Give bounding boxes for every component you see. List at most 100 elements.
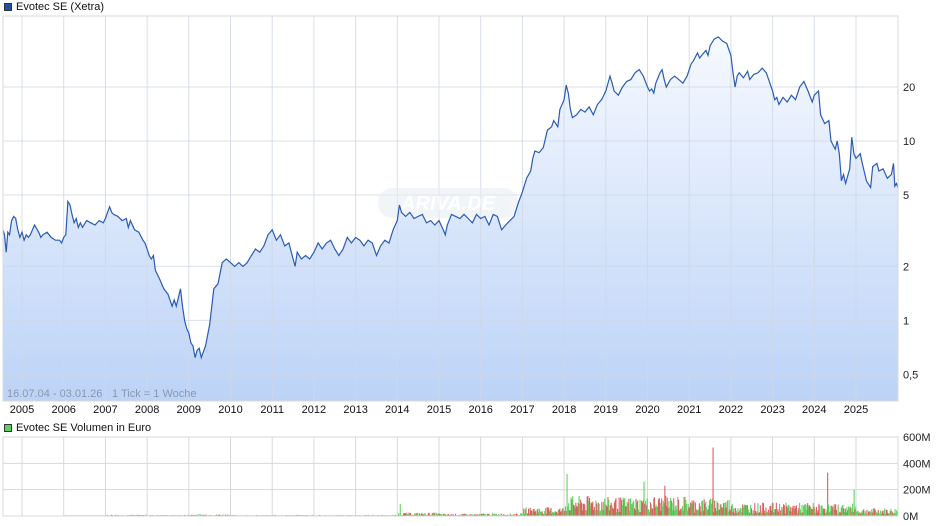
volume-bar: [420, 513, 422, 516]
volume-bar: [398, 514, 400, 516]
volume-bar: [533, 509, 535, 516]
volume-bar: [699, 506, 701, 516]
volume-bar: [720, 503, 722, 516]
volume-bar: [589, 506, 591, 516]
volume-bar: [814, 508, 816, 516]
volume-bar: [469, 514, 471, 516]
volume-bar: [856, 511, 858, 516]
volume-bar: [634, 510, 636, 516]
volume-bar: [526, 514, 528, 516]
volume-bar: [488, 513, 490, 516]
volume-bar: [872, 508, 874, 516]
volume-bar: [833, 509, 835, 516]
volume-bar: [447, 514, 449, 516]
volume-bar: [820, 505, 822, 516]
volume-bar: [555, 511, 557, 516]
volume-bar: [427, 513, 429, 516]
volume-bar: [540, 511, 542, 516]
volume-bar: [671, 502, 673, 516]
volume-bar: [795, 508, 797, 516]
watermark: ARIVA.DE: [378, 188, 518, 218]
volume-bar: [657, 506, 659, 516]
volume-bar: [805, 505, 807, 516]
x-tick-label: 2019: [594, 404, 618, 416]
volume-bar: [411, 514, 413, 516]
volume-bar: [759, 505, 761, 516]
volume-bar: [535, 510, 537, 516]
volume-bar: [678, 510, 680, 516]
volume-bar: [475, 514, 477, 516]
volume-bar: [580, 499, 582, 516]
volume-bar: [817, 510, 819, 516]
volume-bar: [493, 514, 495, 516]
volume-bar: [640, 512, 642, 516]
volume-bar: [560, 511, 562, 516]
volume-bar: [829, 505, 831, 516]
volume-bar: [714, 508, 716, 516]
volume-bar: [722, 503, 724, 516]
volume-bar: [495, 514, 497, 516]
volume-bar: [723, 502, 725, 516]
volume-bar: [675, 505, 677, 516]
volume-bar: [509, 513, 511, 516]
volume-bar: [587, 496, 589, 516]
volume-bar: [686, 504, 688, 516]
volume-bar: [855, 506, 857, 516]
volume-bar: [837, 504, 839, 516]
volume-bar: [588, 500, 590, 516]
volume-bar: [721, 507, 723, 516]
volume-bar: [815, 512, 817, 516]
y-tick-label: 1: [903, 315, 909, 327]
volume-bar: [782, 509, 784, 516]
volume-bar: [862, 510, 864, 516]
volume-bar: [614, 500, 616, 516]
volume-bar: [707, 509, 709, 516]
price-line: [2, 36, 899, 360]
volume-bar: [872, 512, 874, 516]
volume-bar: [787, 504, 789, 516]
volume-bar: [573, 505, 575, 516]
volume-bar: [755, 512, 757, 516]
volume-bar: [556, 512, 558, 516]
volume-bar: [200, 514, 202, 516]
volume-bar: [846, 507, 848, 516]
volume-bar: [778, 511, 780, 516]
volume-bar: [881, 511, 883, 516]
volume-bar: [734, 513, 736, 516]
volume-bar: [478, 514, 480, 516]
volume-bar: [523, 508, 525, 516]
volume-bar: [139, 514, 141, 516]
volume-bar: [838, 513, 840, 516]
volume-bar: [836, 509, 838, 516]
volume-bar: [645, 501, 647, 516]
volume-bar: [403, 513, 405, 516]
volume-bar: [461, 514, 463, 516]
volume-bar: [626, 501, 628, 516]
volume-bar: [669, 507, 671, 516]
tick-interval-label: 1 Tick = 1 Woche: [112, 388, 196, 400]
volume-bar: [661, 498, 663, 516]
volume-bar: [717, 503, 719, 516]
volume-bar: [695, 509, 697, 516]
volume-bar: [650, 504, 652, 516]
volume-bar: [810, 507, 812, 516]
volume-bar: [686, 510, 688, 516]
volume-bar: [605, 505, 607, 516]
volume-bar: [757, 503, 759, 516]
volume-bar: [880, 510, 882, 516]
volume-bar: [568, 503, 570, 516]
volume-bar: [553, 512, 555, 516]
y-tick-label: 10: [903, 136, 915, 148]
volume-bar: [666, 497, 668, 516]
volume-bar: [770, 505, 772, 516]
volume-bar: [848, 506, 850, 516]
volume-bar: [609, 510, 611, 516]
volume-bar: [776, 510, 778, 516]
volume-bar: [216, 514, 218, 516]
svg-text:ARIVA.DE: ARIVA.DE: [400, 193, 496, 215]
volume-bar: [824, 513, 826, 516]
volume-bar: [204, 514, 206, 516]
volume-bar: [438, 513, 440, 516]
volume-bar: [816, 512, 818, 516]
volume-bar: [864, 511, 866, 516]
